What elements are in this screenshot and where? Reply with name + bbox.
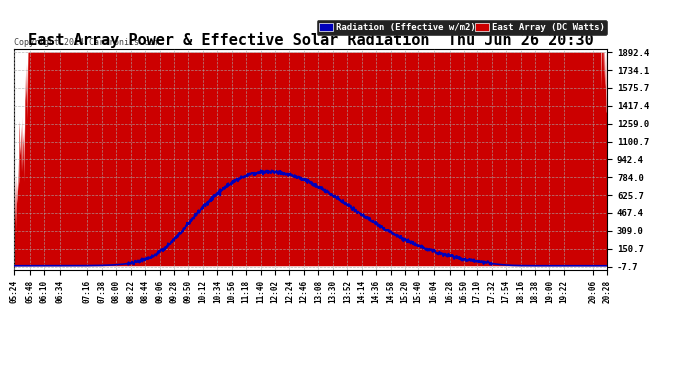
Title: East Array Power & Effective Solar Radiation  Thu Jun 26 20:30: East Array Power & Effective Solar Radia… (28, 32, 593, 48)
Text: Copyright 2014 Cartronics.com: Copyright 2014 Cartronics.com (14, 38, 159, 46)
Legend: Radiation (Effective w/m2), East Array (DC Watts): Radiation (Effective w/m2), East Array (… (317, 20, 607, 34)
